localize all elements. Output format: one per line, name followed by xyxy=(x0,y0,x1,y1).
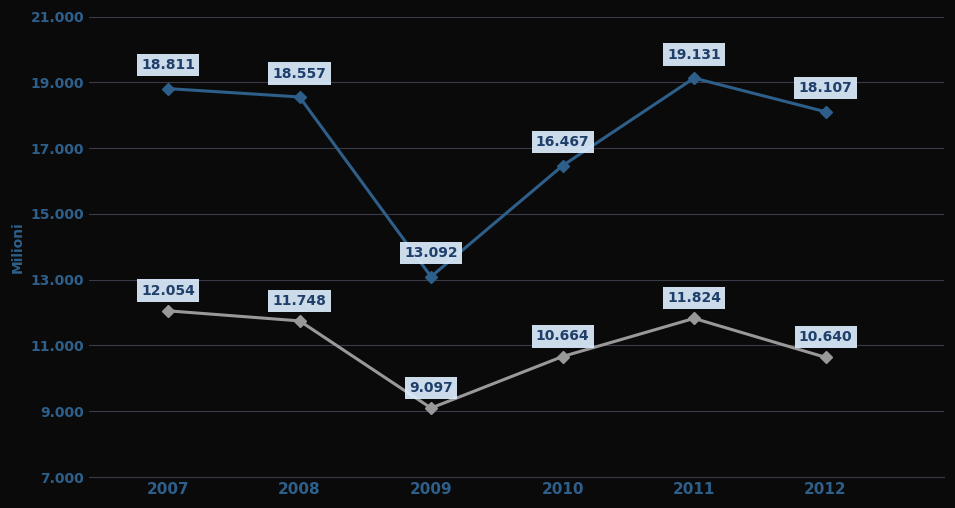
Text: 10.664: 10.664 xyxy=(536,329,589,343)
Text: 18.107: 18.107 xyxy=(798,81,853,96)
Text: 19.131: 19.131 xyxy=(668,48,721,61)
Text: 18.811: 18.811 xyxy=(141,58,195,72)
Text: 10.640: 10.640 xyxy=(798,330,853,344)
Text: 11.824: 11.824 xyxy=(667,291,721,305)
Text: 13.092: 13.092 xyxy=(404,246,457,260)
Y-axis label: Milioni: Milioni xyxy=(11,221,25,273)
Text: 18.557: 18.557 xyxy=(272,67,327,80)
Text: 9.097: 9.097 xyxy=(409,381,453,395)
Text: 16.467: 16.467 xyxy=(536,135,589,149)
Text: 12.054: 12.054 xyxy=(141,283,195,298)
Text: 11.748: 11.748 xyxy=(272,294,327,308)
